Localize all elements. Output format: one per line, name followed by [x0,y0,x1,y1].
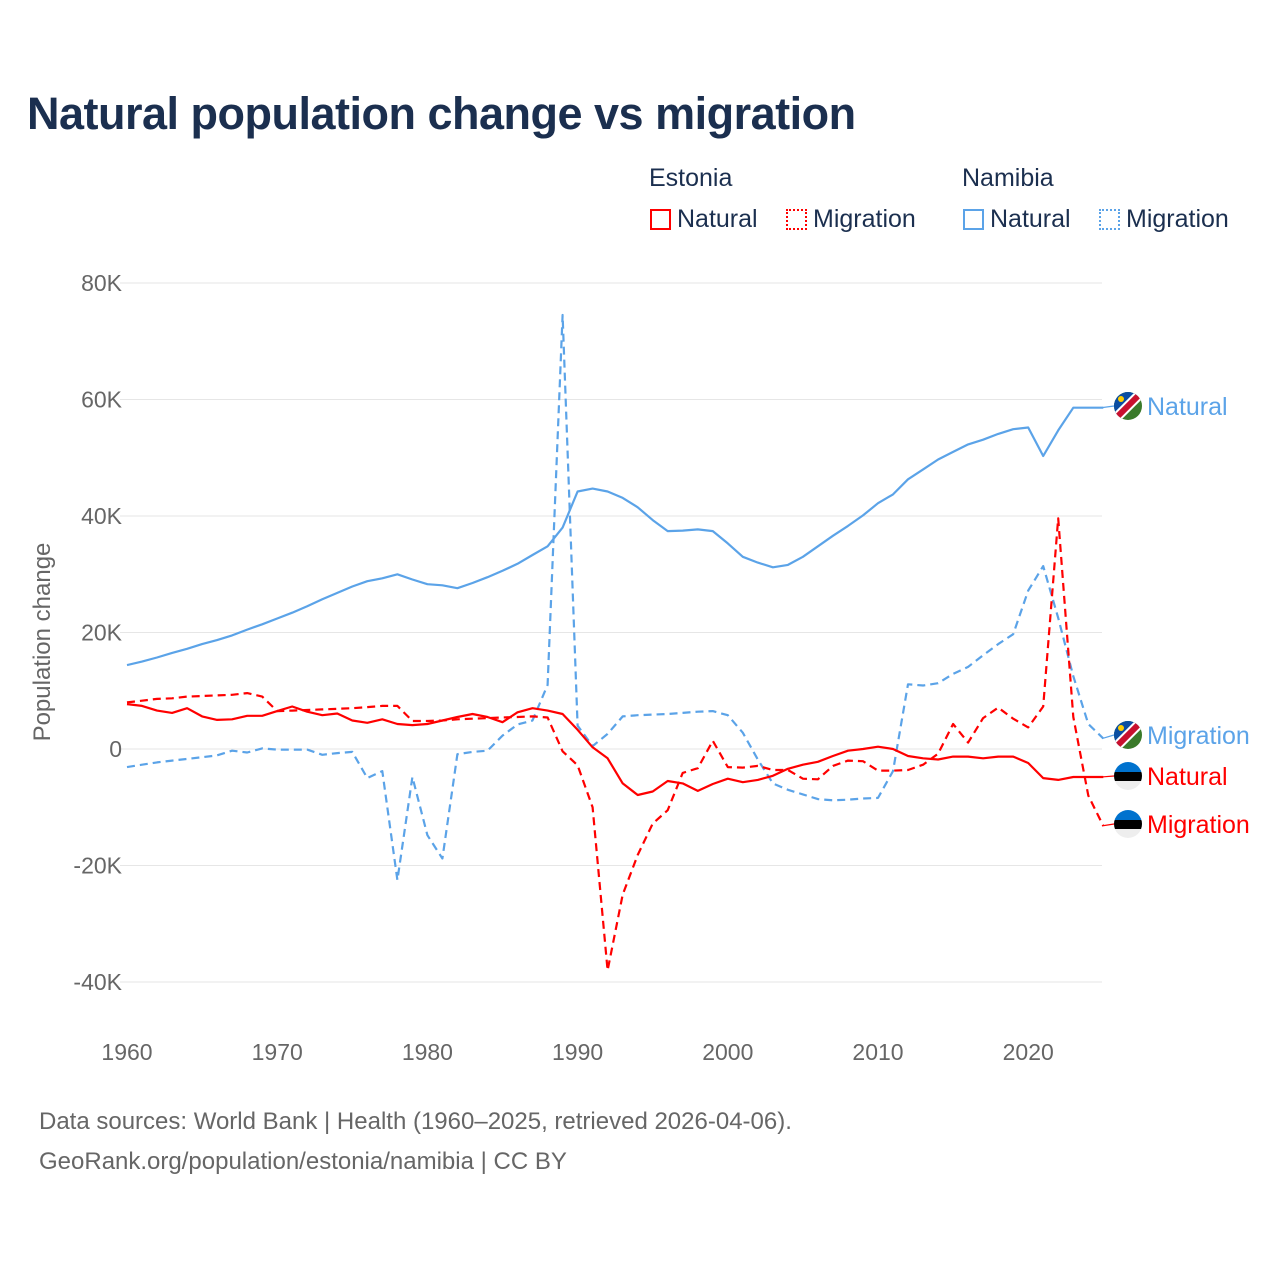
series-end-label: Migration [1147,811,1250,839]
label-connector [1101,823,1115,827]
flag-body [1114,762,1142,790]
flag-body [1114,721,1142,749]
label-connector [1101,734,1115,740]
namibia-flag-icon [1114,392,1142,420]
series-line-namibia-migration [126,313,1105,882]
label-connector [1101,405,1115,409]
y-tick-label: 20K [81,620,123,646]
series-line-estonia-migration [126,517,1105,972]
legend-label: Natural [677,205,758,233]
series-end-label: Natural [1147,393,1228,421]
flag-black [1114,820,1142,829]
y-tick-label: 0 [109,736,122,762]
legend-namibia-migration[interactable]: Migration [1099,205,1229,234]
flag-body [1114,392,1142,420]
flag-white [1114,781,1142,790]
y-tick-label: 80K [81,270,123,296]
label-connector [1101,775,1115,778]
x-tick-label: 2000 [702,1039,753,1065]
x-tick-label: 2020 [1003,1039,1054,1065]
footer-link[interactable]: GeoRank.org/population/estonia/namibia |… [39,1148,567,1175]
flag-blue [1114,762,1142,772]
legend-swatch-solid [963,209,984,230]
x-tick-label: 1960 [101,1039,152,1065]
x-tick-label: 1980 [402,1039,453,1065]
flag-sun [1118,396,1124,402]
flag-red [1114,392,1142,420]
flag-white [1114,829,1142,838]
footer-sources: Data sources: World Bank | Health (1960–… [39,1108,792,1135]
estonia-flag-icon [1114,810,1142,838]
series-line-namibia-natural [126,406,1104,667]
series-end-label: Migration [1147,722,1250,750]
flag-body [1114,810,1142,838]
page-title: Natural population change vs migration [27,88,856,139]
legend-swatch-dotted [786,209,807,230]
flag-red [1114,721,1142,749]
legend-group-namibia: Namibia [962,164,1054,192]
legend-label: Migration [1126,205,1229,233]
series-line-estonia-natural [126,703,1104,797]
series-end-label: Natural [1147,763,1228,791]
legend-label: Migration [813,205,916,233]
x-tick-label: 1970 [252,1039,303,1065]
legend-estonia-migration[interactable]: Migration [786,205,916,234]
legend-swatch-dotted [1099,209,1120,230]
y-axis-label: Population change [29,543,56,742]
flag-sun [1118,725,1124,731]
legend-group-estonia: Estonia [649,164,733,192]
legend-estonia-natural[interactable]: Natural [650,205,758,234]
y-tick-label: -40K [73,969,122,995]
x-tick-label: 2010 [852,1039,903,1065]
namibia-flag-icon [1114,721,1142,749]
y-tick-label: -20K [73,853,122,879]
legend-label: Natural [990,205,1071,233]
flag-black [1114,772,1142,781]
legend-swatch-solid [650,209,671,230]
flag-blue [1114,810,1142,820]
legend-namibia-natural[interactable]: Natural [963,205,1071,234]
estonia-flag-icon [1114,762,1142,790]
y-tick-label: 60K [81,387,123,413]
x-tick-label: 1990 [552,1039,603,1065]
y-tick-label: 40K [81,503,123,529]
